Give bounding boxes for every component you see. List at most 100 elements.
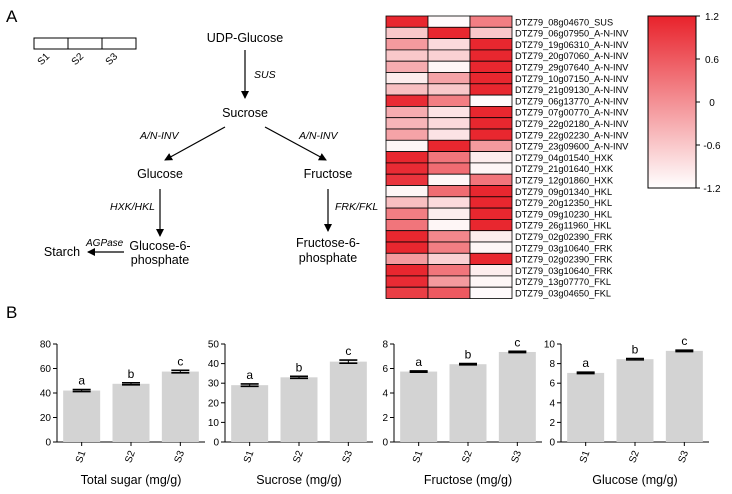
significance-letter: c [345, 344, 351, 358]
y-tick-label: 30 [208, 379, 220, 390]
heatmap-cell-r3-c0 [385, 49, 429, 62]
heatmap-cell-r16-c1 [427, 196, 471, 209]
heatmap-cell-r23-c1 [427, 275, 471, 288]
sample-legend: S1 S2 S3 [33, 37, 137, 68]
heatmap-cell-r0-c0 [385, 15, 429, 28]
heatmap-row-label: DTZ79_13g07770_FKL [515, 277, 611, 287]
heatmap-row-label: DTZ79_03g04650_FKL [515, 289, 611, 299]
heatmap-cell-r12-c1 [427, 151, 471, 164]
heatmap-cell-r1-c2 [469, 26, 513, 39]
significance-letter: a [78, 374, 85, 388]
heatmap-cell-r14-c2 [469, 173, 513, 186]
bar-s1 [63, 390, 101, 442]
heatmap-cell-r20-c1 [427, 241, 471, 254]
y-tick-label: 6 [549, 379, 555, 390]
heatmap-cell-r0-c1 [427, 15, 471, 28]
significance-letter: a [582, 356, 589, 370]
bar-chart-1: 0 20 40 60 80 a S1 b S2 c S3 Total sugar (mg/g) [40, 340, 205, 487]
heatmap-cell-r18-c2 [469, 218, 513, 232]
significance-letter: c [681, 334, 687, 348]
bar-s2 [280, 377, 318, 442]
heatmap-cell-r13-c1 [427, 162, 471, 175]
y-tick-label: 0 [549, 438, 555, 449]
colorbar-gradient [647, 15, 697, 189]
bar-s2 [449, 364, 487, 442]
heatmap-cell-r22-c0 [385, 264, 429, 277]
heatmap-cell-r21-c0 [385, 252, 429, 266]
x-tick-label: S3 [173, 449, 188, 465]
enzyme-ani-right: A/N-INV [298, 130, 339, 142]
heatmap-cell-r22-c2 [469, 264, 513, 277]
heatmap-cell-r11-c1 [427, 139, 471, 153]
bar-chart-3: 0 2 4 6 8 a S1 b S2 c S3 Fructose (mg/g) [382, 335, 542, 487]
sugar-pathway: UDP-Glucose SUS Sucrose A/N-INV A/N-INV … [44, 31, 378, 267]
significance-letter: a [246, 368, 253, 382]
heatmap-cell-r18-c1 [427, 218, 471, 232]
y-tick-label: 20 [40, 413, 52, 424]
heatmap-cell-r5-c0 [385, 72, 429, 85]
x-tick-label: S1 [578, 449, 593, 465]
heatmap-cell-r0-c2 [469, 15, 513, 28]
enzyme-frk-fkl: FRK/FKL [335, 201, 378, 213]
bar-s1 [231, 385, 269, 442]
y-tick-label: 60 [40, 364, 52, 375]
heatmap-cell-r9-c2 [469, 117, 513, 130]
heatmap-cell-r5-c2 [469, 72, 513, 85]
heatmap-row-label: DTZ79_21g01640_HXK [515, 164, 614, 174]
heatmap-cell-r7-c2 [469, 94, 513, 107]
heatmap-cell-r14-c1 [427, 173, 471, 186]
heatmap-cell-r20-c0 [385, 241, 429, 254]
y-tick-label: 4 [382, 389, 388, 400]
y-tick-label: 50 [208, 340, 220, 351]
arrow-sucrose-to-glucose [164, 126, 226, 161]
colorbar-tick-label: -1.2 [703, 184, 721, 195]
heatmap-cell-r3-c2 [469, 49, 513, 62]
x-tick-label: S3 [510, 449, 525, 465]
x-axis-label: Total sugar (mg/g) [81, 473, 182, 487]
heatmap-cell-r1-c1 [427, 26, 471, 39]
node-g6p-line1: Glucose-6- [129, 239, 190, 253]
heatmap-cell-r19-c1 [427, 230, 471, 243]
significance-letter: c [514, 335, 520, 349]
heatmap-row-label: DTZ79_04g01540_HXK [515, 153, 614, 163]
bar-s3 [329, 361, 367, 442]
heatmap-cell-r6-c2 [469, 83, 513, 96]
heatmap-cell-r10-c0 [385, 128, 429, 141]
significance-letter: b [632, 343, 639, 357]
heatmap-row-label: DTZ79_22g02230_A-N-INV [515, 130, 629, 140]
heatmap-cell-r16-c0 [385, 196, 429, 209]
bar-s3 [665, 350, 703, 442]
heatmap-row-label: DTZ79_23g09600_A-N-INV [515, 142, 629, 152]
x-tick-label: S2 [291, 449, 306, 465]
heatmap-cell-r2-c0 [385, 38, 429, 51]
x-tick-label: S1 [242, 449, 257, 465]
heatmap-cell-r24-c2 [469, 286, 513, 299]
y-tick-label: 0 [45, 438, 51, 449]
x-axis-label: Glucose (mg/g) [592, 473, 677, 487]
heatmap-cell-r13-c2 [469, 162, 513, 175]
bar-s1 [567, 372, 605, 442]
expression-heatmap: DTZ79_08g04670_SUS DTZ79_06g07950_A-N-INV… [385, 15, 629, 299]
heatmap-row-label: DTZ79_21g09130_A-N-INV [515, 85, 629, 95]
y-tick-label: 4 [549, 398, 555, 409]
heatmap-cell-r23-c0 [385, 275, 429, 288]
heatmap-cell-r3-c1 [427, 49, 471, 62]
node-udp-glucose: UDP-Glucose [207, 31, 283, 45]
heatmap-cell-r1-c0 [385, 26, 429, 39]
node-fructose: Fructose [304, 167, 353, 181]
legend-label-s1: S1 [36, 51, 53, 68]
legend-box-s1 [33, 37, 69, 50]
heatmap-cell-r4-c1 [427, 60, 471, 73]
bar-s2 [112, 383, 150, 442]
node-f6p-line2: phosphate [299, 251, 357, 265]
heatmap-cell-r9-c0 [385, 117, 429, 130]
panel-a-label: A [6, 7, 18, 26]
x-tick-label: S1 [74, 449, 89, 465]
y-tick-label: 0 [213, 438, 219, 449]
heatmap-row-label: DTZ79_06g13770_A-N-INV [515, 96, 629, 106]
node-glucose: Glucose [137, 167, 183, 181]
heatmap-cell-r12-c0 [385, 151, 429, 164]
legend-label-s2: S2 [70, 51, 87, 68]
